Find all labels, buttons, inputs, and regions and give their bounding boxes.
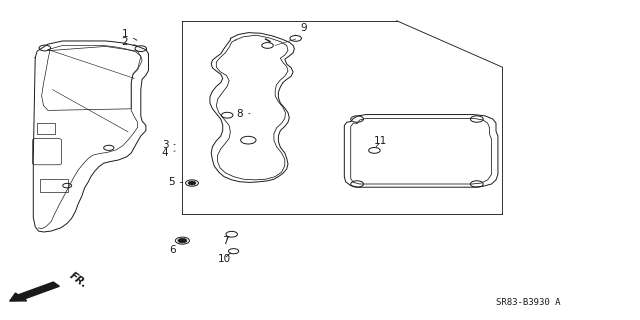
Text: 10: 10 — [218, 253, 231, 264]
Text: SR83-B3930 A: SR83-B3930 A — [496, 298, 560, 307]
Text: 3: 3 — [162, 140, 175, 150]
Text: 7: 7 — [222, 236, 228, 246]
Text: 9: 9 — [296, 23, 307, 35]
FancyArrow shape — [10, 282, 60, 301]
Circle shape — [178, 238, 187, 243]
Text: 8: 8 — [237, 108, 250, 119]
Text: 2: 2 — [122, 37, 137, 47]
Text: 1: 1 — [122, 28, 137, 40]
Text: 11: 11 — [374, 136, 387, 147]
Text: FR.: FR. — [67, 270, 89, 290]
Text: 4: 4 — [162, 148, 175, 158]
Bar — [37, 123, 55, 134]
Bar — [40, 179, 68, 192]
Text: 5: 5 — [168, 177, 183, 188]
Text: 6: 6 — [170, 241, 182, 255]
Circle shape — [188, 181, 196, 185]
